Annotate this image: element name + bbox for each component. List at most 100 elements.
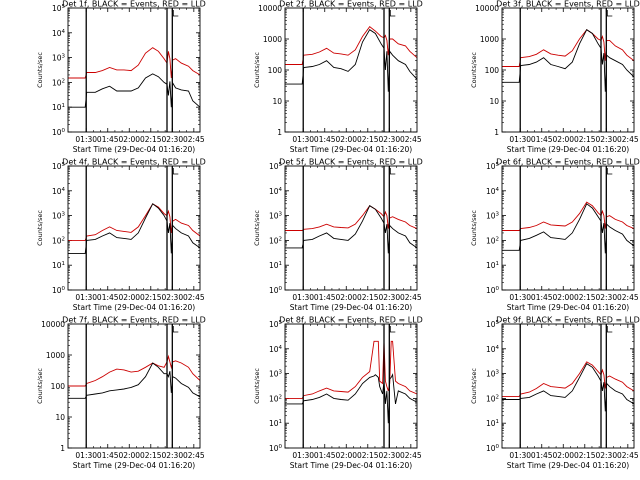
y-tick-label: 105 — [486, 162, 500, 171]
x-tick-label: 01:30 — [292, 293, 314, 302]
x-tick-label: 01:30 — [292, 135, 314, 144]
y-tick-label: 1 — [277, 128, 282, 137]
x-axis-label: Start Time (29-Dec-04 01:16:20) — [290, 303, 412, 312]
x-tick-label: 02:15 — [140, 451, 162, 460]
y-tick-label: 105 — [486, 320, 500, 329]
interval-bracket — [389, 10, 396, 17]
lld-series-line — [502, 201, 634, 231]
interval-bracket — [389, 168, 396, 175]
y-tick-label: 101 — [486, 261, 499, 270]
y-tick-label: 105 — [52, 4, 66, 13]
x-tick-label: 02:00 — [335, 135, 357, 144]
y-tick-label: 100 — [486, 444, 500, 453]
panel-title: Det 7f, BLACK = Events, RED = LLD — [62, 316, 206, 325]
x-tick-label: 02:30 — [595, 293, 617, 302]
panel-title: Det 5f, BLACK = Events, RED = LLD — [279, 158, 423, 167]
x-tick-label: 01:45 — [531, 135, 553, 144]
x-tick-label: 02:15 — [357, 293, 379, 302]
y-tick-label: 102 — [486, 394, 499, 403]
y-tick-label: 101 — [269, 419, 282, 428]
y-tick-label: 100 — [485, 66, 500, 75]
x-tick-label: 02:00 — [118, 135, 140, 144]
x-tick-label: 02:30 — [378, 135, 400, 144]
x-tick-label: 01:30 — [509, 135, 531, 144]
y-tick-label: 10 — [489, 97, 499, 106]
panel-title: Det 6f, BLACK = Events, RED = LLD — [496, 158, 640, 167]
lld-series-line — [68, 203, 200, 241]
x-tick-label: 02:00 — [552, 451, 574, 460]
y-axis-label: Counts/sec — [470, 210, 478, 246]
panel-title: Det 9f, BLACK = Events, RED = LLD — [496, 316, 640, 325]
y-tick-label: 105 — [269, 320, 283, 329]
interval-bracket — [606, 326, 613, 333]
interval-bracket — [606, 10, 613, 17]
y-tick-label: 102 — [269, 236, 282, 245]
interval-bracket — [172, 326, 179, 333]
lld-series-line — [68, 354, 200, 387]
x-axis-label: Start Time (29-Dec-04 01:16:20) — [73, 303, 195, 312]
lld-series-line — [68, 47, 200, 79]
y-tick-label: 1 — [494, 128, 499, 137]
y-tick-label: 102 — [269, 394, 282, 403]
panel-det-5: Det 5f, BLACK = Events, RED = LLD 100 101 1… — [253, 158, 423, 313]
axes-frame — [501, 323, 635, 449]
y-tick-label: 103 — [52, 212, 66, 221]
x-tick-label: 01:45 — [531, 293, 553, 302]
lld-series-line — [502, 361, 634, 397]
y-tick-label: 104 — [486, 345, 500, 354]
x-tick-label: 02:45 — [617, 451, 639, 460]
x-tick-label: 02:45 — [183, 135, 205, 144]
y-tick-label: 101 — [269, 261, 282, 270]
x-tick-label: 01:30 — [509, 293, 531, 302]
x-tick-label: 02:45 — [183, 451, 205, 460]
x-axis-label: Start Time (29-Dec-04 01:16:20) — [290, 461, 412, 470]
y-tick-label: 105 — [269, 162, 283, 171]
y-tick-label: 103 — [269, 212, 283, 221]
y-tick-label: 100 — [486, 286, 500, 295]
x-tick-label: 01:30 — [509, 451, 531, 460]
interval-bracket — [389, 326, 396, 333]
y-tick-label: 103 — [269, 370, 283, 379]
panel-title: Det 3f, BLACK = Events, RED = LLD — [496, 0, 640, 9]
x-axis-label: Start Time (29-Dec-04 01:16:20) — [507, 303, 629, 312]
events-series-line — [285, 373, 417, 424]
x-tick-label: 02:15 — [574, 135, 596, 144]
x-tick-label: 01:30 — [75, 451, 97, 460]
y-axis-label: Counts/sec — [36, 210, 44, 246]
x-tick-label: 02:15 — [140, 135, 162, 144]
y-tick-label: 100 — [52, 286, 66, 295]
y-axis-label: Counts/sec — [36, 368, 44, 404]
x-tick-label: 01:45 — [97, 293, 119, 302]
y-tick-label: 101 — [52, 103, 65, 112]
axes-frame — [67, 165, 201, 291]
y-tick-label: 100 — [51, 382, 66, 391]
x-tick-label: 02:45 — [617, 135, 639, 144]
x-tick-label: 02:00 — [335, 451, 357, 460]
x-tick-label: 01:45 — [97, 451, 119, 460]
y-tick-label: 10000 — [475, 4, 499, 13]
x-tick-label: 02:30 — [595, 135, 617, 144]
x-tick-label: 01:45 — [314, 451, 336, 460]
axes-frame — [501, 7, 635, 133]
x-tick-label: 02:30 — [161, 135, 183, 144]
panel-det-6: Det 6f, BLACK = Events, RED = LLD 100 101 1… — [470, 158, 640, 313]
y-tick-label: 10 — [55, 413, 65, 422]
y-tick-label: 1000 — [263, 35, 282, 44]
axes-frame — [284, 7, 418, 133]
axes-frame — [284, 165, 418, 291]
x-tick-label: 02:15 — [140, 293, 162, 302]
interval-bracket — [606, 168, 613, 175]
events-series-line — [68, 203, 200, 254]
data-area — [502, 201, 634, 254]
y-axis-label: Counts/sec — [253, 368, 261, 404]
axes-frame — [67, 323, 201, 449]
x-tick-label: 01:45 — [97, 135, 119, 144]
interval-bracket — [172, 10, 179, 17]
data-area — [502, 29, 634, 92]
data-area — [68, 354, 200, 399]
x-tick-label: 02:30 — [161, 293, 183, 302]
events-series-line — [68, 362, 200, 399]
y-axis-label: Counts/sec — [253, 52, 261, 88]
x-axis-label: Start Time (29-Dec-04 01:16:20) — [73, 145, 195, 154]
x-tick-label: 02:30 — [378, 293, 400, 302]
